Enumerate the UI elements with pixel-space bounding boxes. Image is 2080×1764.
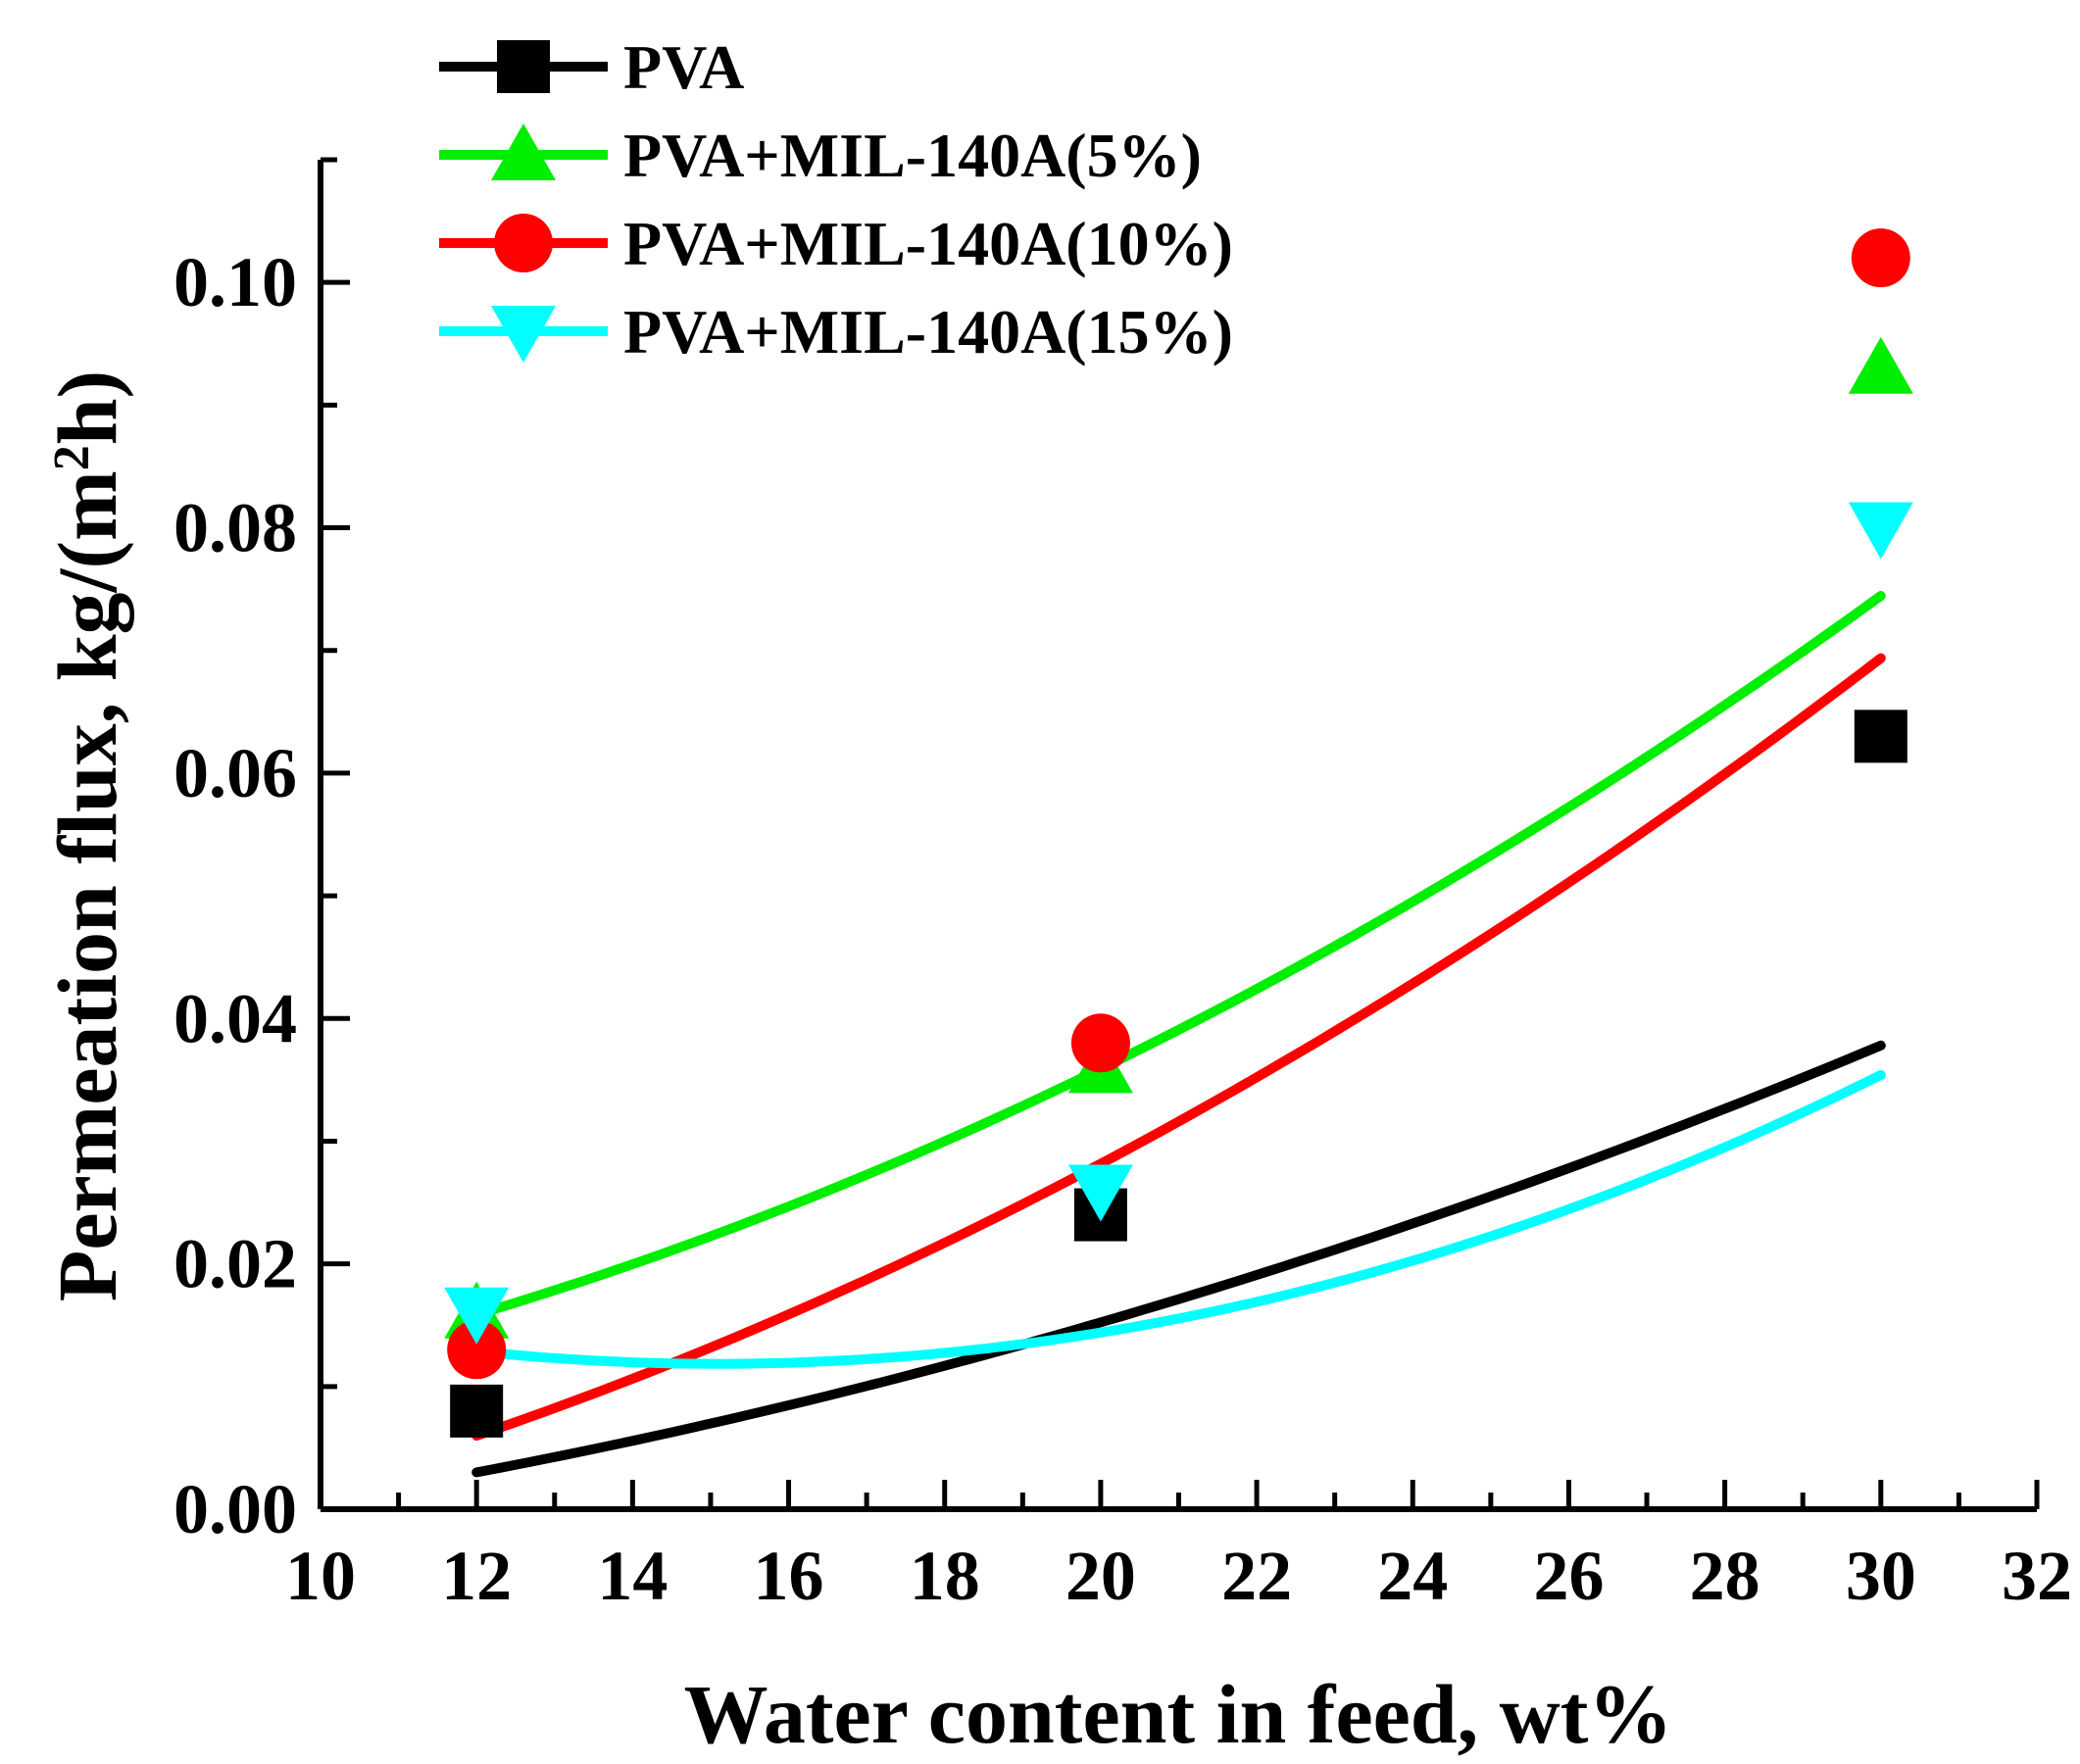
fit-curve-3 xyxy=(471,1069,1886,1369)
data-point-3-0 xyxy=(444,1287,510,1345)
legend-marker xyxy=(497,40,550,93)
x-tick-label: 10 xyxy=(285,1537,356,1615)
data-point-2-2 xyxy=(1851,228,1910,288)
data-markers xyxy=(444,228,1913,1438)
data-point-2-1 xyxy=(1070,1013,1130,1073)
data-point-2-0 xyxy=(447,1320,507,1380)
legend-label: PVA+MIL-140A(5%) xyxy=(623,121,1202,190)
x-tick-label: 24 xyxy=(1377,1537,1448,1615)
legend-label: PVA+MIL-140A(15%) xyxy=(623,297,1233,367)
y-tick-label: 0.02 xyxy=(173,1225,297,1303)
x-tick-label: 18 xyxy=(910,1537,980,1615)
fit-curves xyxy=(471,591,1886,1478)
x-tick-label: 22 xyxy=(1221,1537,1292,1615)
legend-label: PVA xyxy=(623,32,744,102)
legend-label: PVA+MIL-140A(10%) xyxy=(623,209,1233,278)
x-tick-label: 32 xyxy=(2002,1537,2072,1615)
x-axis-title: Water content in feed, wt% xyxy=(684,1667,1673,1761)
legend: PVA PVA+MIL-140A(5%) PVA+MIL-140A(10%) PVA+… xyxy=(439,32,1233,367)
x-tick-label: 14 xyxy=(597,1537,668,1615)
x-tick-label: 26 xyxy=(1533,1537,1604,1615)
x-tick-label: 20 xyxy=(1065,1537,1136,1615)
data-point-3-1 xyxy=(1067,1164,1133,1222)
y-tick-label: 0.06 xyxy=(173,734,297,812)
fit-curve-1 xyxy=(471,591,1886,1320)
y-tick-label: 0.08 xyxy=(173,489,297,567)
y-axis-title: Permeation flux, kg/(m2h) xyxy=(40,370,134,1301)
x-tick-label: 30 xyxy=(1846,1537,1916,1615)
data-point-1-2 xyxy=(1848,336,1913,394)
x-tick-label: 16 xyxy=(754,1537,824,1615)
y-tick-label: 0.10 xyxy=(173,243,297,321)
x-tick-labels: 10 12 14 16 18 20 22 24 26 28 30 32 xyxy=(285,1537,2072,1615)
x-tick-label: 12 xyxy=(441,1537,512,1615)
data-point-3-2 xyxy=(1848,502,1913,560)
legend-marker xyxy=(494,214,553,272)
data-point-0-2 xyxy=(1854,710,1907,763)
data-point-0-0 xyxy=(450,1384,504,1438)
y-tick-labels: 0.00 0.02 0.04 0.06 0.08 0.10 xyxy=(173,243,297,1548)
legend-marker xyxy=(491,306,556,363)
legend-marker xyxy=(491,123,556,180)
y-axis-title-superscript: 2 xyxy=(44,445,100,470)
y-axis-title-main: Permeation flux, kg/(m xyxy=(40,470,134,1301)
y-tick-label: 0.00 xyxy=(173,1470,297,1548)
y-axis-title-end: h) xyxy=(40,370,134,445)
fit-curve-0 xyxy=(471,1040,1886,1478)
y-tick-label: 0.04 xyxy=(173,979,297,1057)
x-tick-label: 28 xyxy=(1690,1537,1760,1615)
fit-curve-2 xyxy=(471,653,1886,1441)
